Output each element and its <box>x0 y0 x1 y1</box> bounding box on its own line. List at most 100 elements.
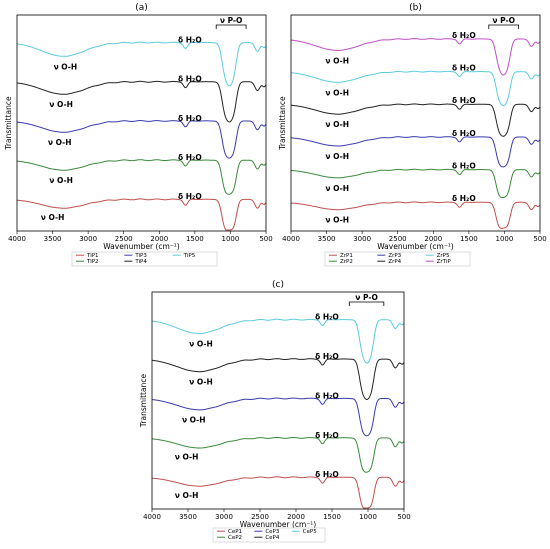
x-tick-label: 3000 <box>353 235 371 243</box>
chart-panel-3: (c) ν O-H δ H₂O ν O-H δ H₂O ν O-H δ H₂O ν O-H δ … <box>139 280 411 543</box>
x-tick-label: 500 <box>259 235 272 243</box>
bracket-label: ν P-O <box>492 16 515 25</box>
annotation-oh-CeP5: ν O-H <box>189 339 213 348</box>
y-axis-label: Transmittance <box>278 96 287 151</box>
legend-entry-CeP1: CeP1 <box>228 529 242 535</box>
x-tick-label: 2500 <box>389 235 407 243</box>
annotation-oh-ZrP2: ν O-H <box>325 184 349 193</box>
bracket-label: ν P-O <box>355 293 378 302</box>
annotation-oh-CeP3: ν O-H <box>182 415 206 424</box>
y-axis-label: Transmittance <box>139 374 148 429</box>
series-line-TiP5 <box>16 41 267 87</box>
annotation-oh-TiP2: ν O-H <box>49 176 73 185</box>
series-line-CeP4 <box>152 358 405 400</box>
annotation-h2o-CeP5: δ H₂O <box>315 313 339 322</box>
annotation-oh-TiP5: ν O-H <box>54 62 78 71</box>
annotation-oh-TiP3: ν O-H <box>48 138 72 147</box>
series-line-TiP2 <box>16 159 267 195</box>
series-line-TiP1 <box>16 198 267 231</box>
x-tick-label: 1000 <box>359 513 377 521</box>
legend-entry-CeP3: CeP3 <box>265 529 280 535</box>
y-axis-label: Transmittance <box>4 96 13 151</box>
annotation-oh-CeP1: ν O-H <box>175 491 199 500</box>
legend-box <box>71 251 218 267</box>
annotation-oh-CeP2: ν O-H <box>175 453 199 462</box>
annotation-h2o-ZrP1: δ H₂O <box>452 194 476 203</box>
x-tick-label: 3500 <box>318 235 336 243</box>
annotation-oh-TiP1: ν O-H <box>41 213 65 222</box>
legend-entry-ZrP3: ZrP3 <box>388 253 401 259</box>
chart-panel-1: (a) ν O-H δ H₂O ν O-H δ H₂O ν O-H δ H₂O ν O-H δ … <box>4 3 273 267</box>
annotation-oh-ZrP1: ν O-H <box>325 216 349 225</box>
plot-frame <box>16 14 267 232</box>
series-line-TiP4 <box>17 80 267 123</box>
x-tick-label: 500 <box>533 235 546 243</box>
x-tick-label: 4000 <box>143 513 161 521</box>
annotation-h2o-CeP3: δ H₂O <box>315 391 339 400</box>
x-tick-label: 500 <box>397 513 410 521</box>
x-tick-label: 3000 <box>79 235 97 243</box>
legend-entry-ZrTiP: ZrTiP <box>437 259 452 265</box>
legend-entry-CeP2: CeP2 <box>228 535 242 541</box>
bracket-label: ν P-O <box>220 16 243 25</box>
annotation-oh-TiP4: ν O-H <box>49 100 73 109</box>
bracket-p-o <box>488 24 520 29</box>
legend-entry-TiP3: TiP3 <box>134 253 147 259</box>
x-tick-label: 2500 <box>251 513 269 521</box>
bracket-p-o <box>348 301 385 306</box>
x-tick-label: 3500 <box>44 235 62 243</box>
annotation-oh-ZrTiP: ν O-H <box>325 56 349 65</box>
annotation-h2o-CeP1: δ H₂O <box>315 470 339 479</box>
legend-entry-CeP4: CeP4 <box>265 535 280 541</box>
x-axis-label: Wavenumber (cm⁻¹) <box>377 242 454 251</box>
x-tick-label: 2000 <box>287 513 305 521</box>
panel-label: (b) <box>409 3 422 13</box>
series-line-TiP3 <box>16 120 267 159</box>
legend-entry-ZrP5: ZrP5 <box>437 253 450 259</box>
annotation-h2o-TiP1: δ H₂O <box>178 192 202 201</box>
series-line-ZrTiP <box>291 38 541 76</box>
legend-entry-CeP5: CeP5 <box>303 529 318 535</box>
annotation-h2o-ZrP3: δ H₂O <box>452 129 476 138</box>
annotation-h2o-TiP5: δ H₂O <box>178 35 202 44</box>
series-line-CeP1 <box>151 476 405 509</box>
plot-frame <box>151 291 405 510</box>
series-line-ZrP4 <box>290 103 541 137</box>
legend-entry-TiP4: TiP4 <box>134 259 147 265</box>
panel-label: (c) <box>272 280 284 290</box>
legend-entry-ZrP2: ZrP2 <box>340 259 353 265</box>
bracket-p-o <box>215 24 247 29</box>
x-tick-label: 1500 <box>186 235 204 243</box>
annotation-h2o-TiP2: δ H₂O <box>178 153 202 162</box>
x-tick-label: 2500 <box>115 235 133 243</box>
annotation-h2o-CeP4: δ H₂O <box>315 352 339 361</box>
x-axis-label: Wavenumber (cm⁻¹) <box>240 520 317 529</box>
x-tick-label: 2000 <box>150 235 168 243</box>
annotation-oh-CeP4: ν O-H <box>189 378 213 387</box>
annotation-oh-ZrP4: ν O-H <box>325 120 349 129</box>
series-line-ZrP2 <box>290 168 541 199</box>
annotation-h2o-TiP4: δ H₂O <box>178 75 202 84</box>
annotation-h2o-CeP2: δ H₂O <box>315 431 339 440</box>
legend-entry-TiP2: TiP2 <box>86 259 99 265</box>
annotation-oh-ZrP3: ν O-H <box>325 152 349 161</box>
x-tick-label: 4000 <box>282 235 300 243</box>
annotation-oh-ZrP5: ν O-H <box>325 88 349 97</box>
legend-entry-ZrP4: ZrP4 <box>388 259 401 265</box>
x-tick-label: 1000 <box>222 235 240 243</box>
chart-panel-2: (b) ν O-H δ H₂O ν O-H δ H₂O ν O-H δ H₂O ν O-H δ … <box>278 3 547 267</box>
x-axis-label: Wavenumber (cm⁻¹) <box>103 242 180 251</box>
series-line-ZrP5 <box>291 70 541 107</box>
series-line-CeP2 <box>151 436 405 473</box>
panel-label: (a) <box>135 3 148 13</box>
x-tick-label: 2000 <box>424 235 442 243</box>
x-tick-label: 3500 <box>179 513 197 521</box>
x-tick-label: 1000 <box>496 235 514 243</box>
series-line-CeP5 <box>151 318 405 364</box>
series-line-ZrP1 <box>290 201 541 229</box>
series-line-ZrP3 <box>290 136 541 168</box>
